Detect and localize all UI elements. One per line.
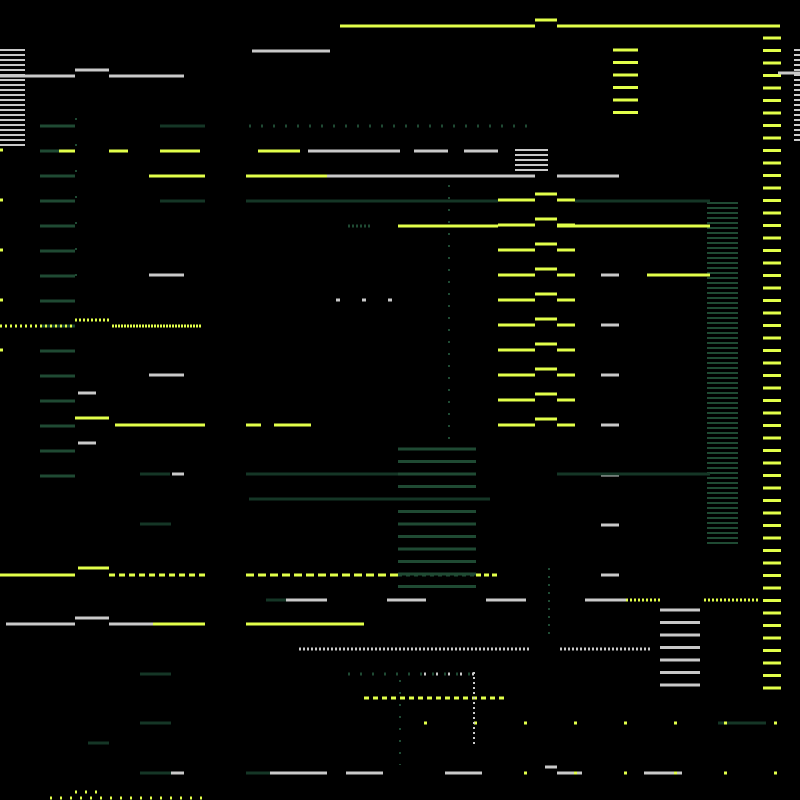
page: (() => { const data = JSON.parse(documen… [0, 0, 800, 800]
scene [0, 0, 800, 800]
background [0, 0, 800, 800]
